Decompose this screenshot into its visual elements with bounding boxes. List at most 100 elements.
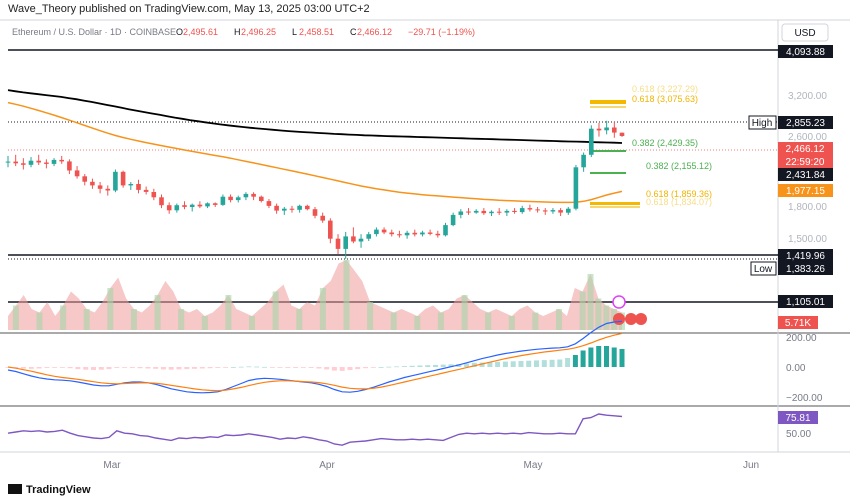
fib-r2-label: 0.382 (2,155.12) <box>646 161 712 171</box>
event-lightning-icon[interactable] <box>612 295 626 309</box>
macd-histogram-bar <box>59 367 65 368</box>
macd-histogram-bar <box>378 367 384 368</box>
candle-body <box>366 234 371 239</box>
candle-body <box>282 208 287 211</box>
tag-mid-bg <box>778 249 833 262</box>
candle-body <box>159 197 164 206</box>
macd-histogram-bar <box>160 367 166 370</box>
candle-body <box>619 132 625 136</box>
volume-bar <box>343 260 350 330</box>
candle-body <box>259 196 264 201</box>
ohlc-open-value: 2,495.61 <box>183 27 218 37</box>
volume-bar <box>83 309 90 330</box>
candle-body <box>581 154 586 168</box>
candle-body <box>113 171 118 191</box>
macd-histogram-bar <box>557 359 563 367</box>
candle-body <box>320 215 325 221</box>
candle-body <box>481 210 487 214</box>
candle-body <box>450 214 456 226</box>
candle-body <box>435 233 441 236</box>
macd-histogram-bar <box>285 367 291 368</box>
candle-body <box>550 210 556 212</box>
candle-body <box>13 161 18 164</box>
macd-histogram-bar <box>417 365 423 367</box>
price-axis-label: 1,800.00 <box>788 202 827 213</box>
macd-histogram-bar <box>215 367 221 368</box>
candle-body <box>527 208 533 210</box>
currency-button[interactable] <box>781 23 829 42</box>
macd-histogram-bar <box>300 367 306 368</box>
tag-top-bg <box>778 45 833 58</box>
candle-body <box>443 225 448 236</box>
volume-bar <box>296 309 303 330</box>
macd-histogram-bar <box>619 349 625 367</box>
candle-body <box>289 208 295 210</box>
candle-body <box>205 203 210 207</box>
macd-histogram-bar <box>409 365 415 367</box>
macd-histogram-bar <box>262 366 267 368</box>
macd-histogram-bar <box>277 367 283 368</box>
fib-s1-line <box>590 202 640 205</box>
candle-body <box>412 232 418 235</box>
macd-histogram-bar <box>83 367 89 370</box>
candle-body <box>5 161 11 163</box>
candle-body <box>489 211 494 214</box>
macd-histogram-bar <box>347 367 353 370</box>
macd-histogram-bar <box>495 361 501 367</box>
fib-s1b-line <box>590 206 640 208</box>
candle-body <box>82 176 87 182</box>
rsi-line <box>7 413 623 446</box>
candle-body <box>251 193 256 197</box>
macd-histogram-bar <box>91 367 96 370</box>
tag-rsi-bg <box>778 411 818 424</box>
tag-top: 4,093.88 <box>786 47 825 58</box>
ohlc-change: −29.71 (−1.19%) <box>408 27 475 37</box>
candle-body <box>496 211 502 213</box>
macd-histogram-bar <box>363 367 368 369</box>
event-flag-icon[interactable] <box>635 313 647 325</box>
macd-histogram-bar <box>487 362 493 367</box>
candle-body <box>427 232 433 234</box>
macd-histogram-bar <box>331 367 337 371</box>
macd-histogram-bar <box>254 366 260 368</box>
macd-histogram-bar <box>246 366 252 368</box>
volume-bar <box>319 288 326 330</box>
macd-histogram-bar <box>122 367 128 368</box>
volume-bar <box>178 309 185 330</box>
macd-histogram-bar <box>401 366 407 367</box>
macd-histogram-bar <box>604 346 609 367</box>
fib-top-upper-label: 0.618 (3,075.63) <box>632 94 698 104</box>
tradingview-footer: TradingView <box>8 484 91 496</box>
volume-bar <box>367 302 374 330</box>
candle-body <box>381 229 387 233</box>
tag-low-bg <box>778 262 833 275</box>
macd-histogram-bar <box>168 367 174 370</box>
candle-body <box>90 181 95 186</box>
candle-body <box>404 232 410 236</box>
macd-histogram-bar <box>572 355 578 367</box>
macd-histogram-bar <box>145 367 151 369</box>
fib-r1-line <box>590 150 626 152</box>
tag-high-bg <box>778 116 833 129</box>
tag-high-label: High <box>752 118 773 129</box>
event-flag-icon[interactable] <box>625 313 637 325</box>
macd-axis-label: −200.00 <box>786 393 823 404</box>
rsi-axis-label: 50.00 <box>786 429 811 440</box>
candle-body <box>74 170 80 177</box>
macd-histogram-bar <box>464 363 470 367</box>
macd-histogram-bar <box>114 367 120 368</box>
macd-histogram-bar <box>137 367 143 369</box>
candle-body <box>397 234 402 236</box>
candle-body <box>328 220 333 239</box>
volume-bar <box>461 295 468 330</box>
macd-histogram-bar <box>28 367 34 369</box>
volume-bar <box>556 309 562 330</box>
event-flag-icon[interactable] <box>613 313 625 325</box>
tag-volume: 5.71K <box>785 318 811 329</box>
macd-histogram-bar <box>580 350 586 367</box>
macd-histogram-bar <box>129 367 135 368</box>
volume-bar <box>587 274 594 330</box>
volume-bar <box>60 305 67 330</box>
candle-body <box>335 238 341 249</box>
